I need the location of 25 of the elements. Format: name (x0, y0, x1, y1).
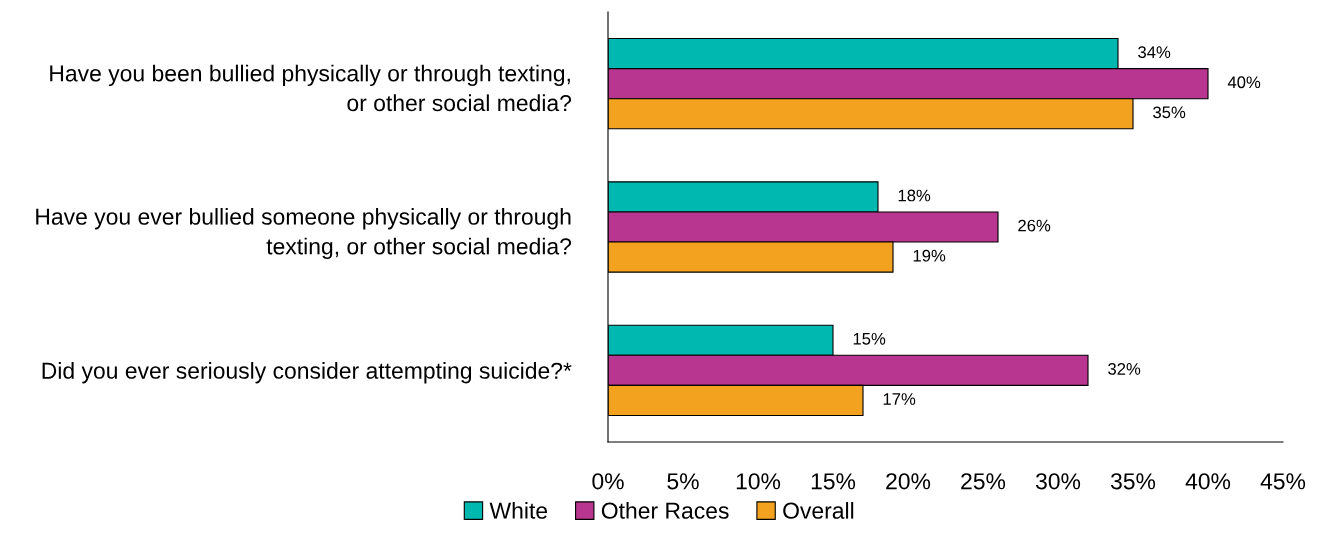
y-tick-label: Have you been bullied physically or through texting, or other social media? (50, 64, 572, 112)
data-label: 26% (1018, 219, 1051, 232)
legend-label: Overall (783, 502, 854, 519)
data-label: 35% (1153, 106, 1186, 119)
x-tick-label: 40% (1185, 473, 1231, 490)
x-tick-label: 25% (961, 473, 1006, 490)
x-tick-label: 5% (667, 473, 699, 490)
data-label: 32% (1108, 363, 1141, 375)
data-label: 15% (853, 332, 886, 345)
x-tick-label: 0% (592, 473, 624, 490)
x-tick-label: 10% (736, 473, 781, 490)
x-tick-label: 20% (886, 473, 931, 490)
x-tick-label: 45% (1260, 473, 1306, 490)
legend-label: White (489, 502, 548, 519)
x-tick-label: 35% (1110, 473, 1156, 490)
data-label: 34% (1138, 46, 1171, 59)
data-label: 18% (898, 189, 931, 202)
data-label: 19% (913, 249, 946, 262)
x-tick-label: 30% (1035, 473, 1081, 490)
y-tick-label: Did you ever seriously consider attempting suicide?* (42, 362, 572, 384)
x-tick-label: 15% (811, 473, 856, 490)
data-label: 17% (883, 393, 916, 405)
data-label: 40% (1227, 76, 1261, 89)
y-tick-label: Have you ever bullied someone physically or through texting, or other social media? (36, 208, 572, 260)
legend-label: Other Races (601, 502, 729, 519)
